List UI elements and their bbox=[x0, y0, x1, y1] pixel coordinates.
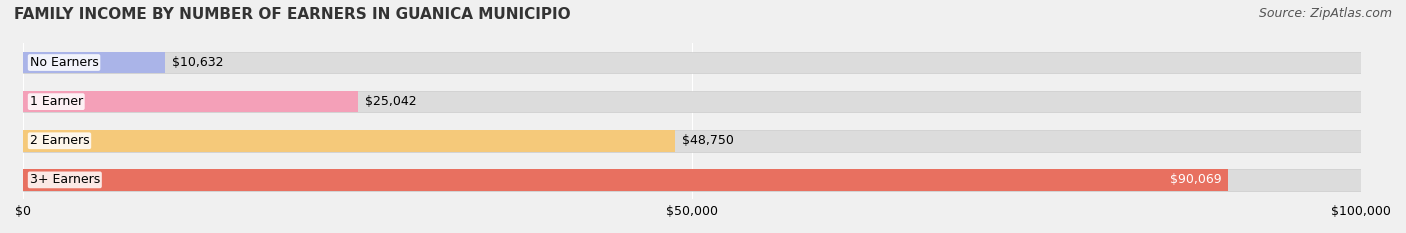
Text: Source: ZipAtlas.com: Source: ZipAtlas.com bbox=[1258, 7, 1392, 20]
Bar bbox=[22, 169, 1361, 191]
Text: 2 Earners: 2 Earners bbox=[30, 134, 90, 147]
Bar bbox=[22, 169, 1229, 191]
Bar bbox=[22, 91, 359, 112]
Bar bbox=[22, 52, 1361, 73]
Text: $10,632: $10,632 bbox=[172, 56, 224, 69]
Text: $90,069: $90,069 bbox=[1170, 173, 1222, 186]
Text: No Earners: No Earners bbox=[30, 56, 98, 69]
Text: FAMILY INCOME BY NUMBER OF EARNERS IN GUANICA MUNICIPIO: FAMILY INCOME BY NUMBER OF EARNERS IN GU… bbox=[14, 7, 571, 22]
Bar bbox=[22, 130, 1361, 151]
Bar bbox=[22, 130, 675, 151]
Text: 1 Earner: 1 Earner bbox=[30, 95, 83, 108]
Text: $25,042: $25,042 bbox=[364, 95, 416, 108]
Text: $48,750: $48,750 bbox=[682, 134, 734, 147]
Bar bbox=[22, 91, 1361, 112]
Text: 3+ Earners: 3+ Earners bbox=[30, 173, 100, 186]
Bar bbox=[22, 52, 166, 73]
